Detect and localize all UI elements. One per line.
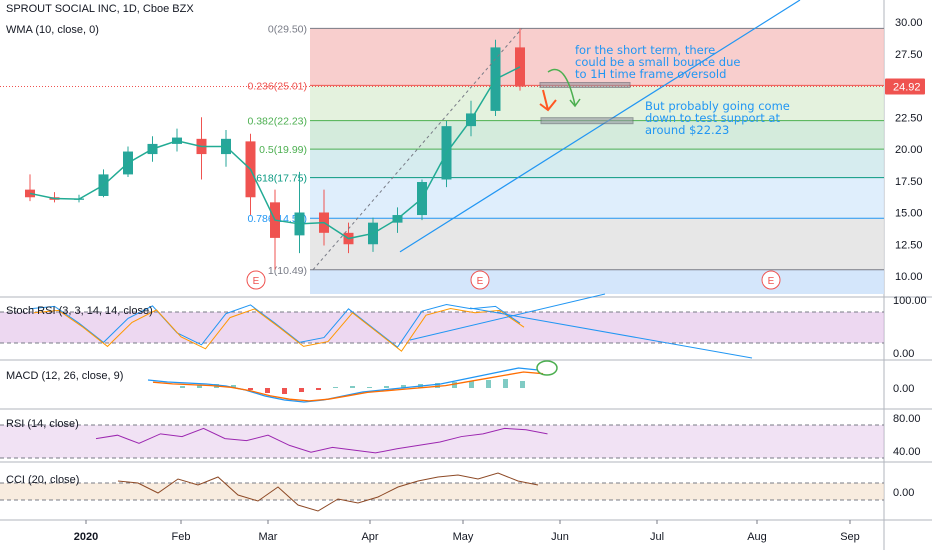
stoch-k-line	[29, 303, 521, 348]
earnings-marker-icon	[470, 270, 490, 290]
annotation-note-2: But probably going come down to test sup…	[645, 100, 790, 136]
time-axis-label: Sep	[840, 531, 860, 543]
annotation-note-1: for the short term, there could be a sma…	[575, 44, 740, 80]
macd-histogram-bar	[520, 381, 525, 388]
time-axis-label: Apr	[361, 531, 378, 543]
stoch-down-line	[469, 307, 753, 359]
macd-histogram-bar	[248, 388, 253, 390]
fib-zone-extension	[310, 269, 884, 294]
price-axis-tick: 20.00	[895, 144, 923, 156]
cci-line	[117, 472, 539, 512]
macd-histogram-bar	[180, 386, 185, 388]
time-axis-label: Mar	[259, 531, 278, 543]
macd-histogram-bar	[503, 379, 508, 388]
stoch-rsi-legend[interactable]: Stoch RSI (3, 3, 14, 14, close)	[6, 305, 153, 317]
fib-zone	[310, 149, 884, 178]
stoch-d-line	[33, 307, 525, 352]
earnings-marker-label: E	[768, 276, 775, 287]
drop-arrow	[539, 89, 557, 112]
macd-histogram-bar	[231, 385, 236, 388]
macd-histogram-bar	[452, 382, 457, 388]
stoch-band	[0, 312, 884, 343]
macd-histogram-bar	[333, 387, 338, 388]
annotation-note-1-line: to 1H time frame oversold	[575, 67, 727, 81]
price-axis-tick: 10.00	[895, 271, 923, 283]
time-axis-label: Jun	[551, 531, 569, 543]
bounce-arrow	[547, 68, 576, 106]
macd-signal-line	[152, 371, 544, 402]
earnings-marker-icon	[761, 270, 781, 290]
macd-histogram-bar	[197, 385, 202, 388]
macd-histogram-bar	[469, 381, 474, 388]
stoch-axis-tick: 100.00	[893, 295, 927, 307]
cci-axis-tick: 0.00	[893, 487, 914, 499]
fib-zone	[310, 177, 884, 219]
symbol-title[interactable]: SPROUT SOCIAL INC, 1D, Cboe BZX	[6, 3, 194, 15]
time-axis-label: Aug	[747, 531, 767, 543]
rsi-legend[interactable]: RSI (14, close)	[6, 418, 79, 430]
macd-line	[147, 367, 539, 403]
macd-axis-tick: 0.00	[893, 383, 914, 395]
macd-cross-circle	[536, 360, 558, 376]
last-price-label: 24.92	[893, 82, 921, 94]
wma-legend[interactable]: WMA (10, close, 0)	[6, 24, 99, 36]
uptrend-line	[399, 0, 801, 253]
macd-histogram-bar	[435, 383, 440, 388]
price-axis-tick: 27.50	[895, 49, 923, 61]
time-axis-label: May	[453, 531, 474, 543]
price-axis-tick: 15.00	[895, 208, 923, 220]
fib-zone	[310, 85, 884, 121]
time-axis-label: Jul	[650, 531, 664, 543]
fib-level-label: 0.236(25.01)	[247, 80, 307, 92]
earnings-marker-label: E	[253, 276, 260, 287]
last-price-badge	[885, 78, 925, 95]
annotation-note-2-line: But probably going come	[645, 99, 790, 113]
macd-histogram-bar	[367, 387, 372, 388]
fib-zone	[310, 28, 884, 86]
macd-histogram-bar	[299, 388, 304, 392]
annotation-note-2-line: down to test support at	[645, 111, 780, 125]
price-axis-tick: 30.00	[895, 17, 923, 29]
bounce-arrow-head	[569, 98, 581, 108]
macd-histogram-bar	[486, 380, 491, 388]
stoch-trend-line	[409, 293, 606, 341]
macd-histogram-bar	[282, 388, 287, 394]
time-axis-label: 2020	[74, 531, 98, 543]
earnings-marker-label: E	[477, 276, 484, 287]
macd-legend[interactable]: MACD (12, 26, close, 9)	[6, 370, 124, 382]
macd-histogram-bar	[350, 386, 355, 388]
fib-level-label: 0.618(17.75)	[247, 173, 307, 185]
time-axis-label: Feb	[172, 531, 191, 543]
fib-anchor-line	[312, 28, 523, 271]
macd-histogram-bar	[401, 385, 406, 388]
rsi-axis-tick: 80.00	[893, 413, 921, 425]
annotation-note-1-line: could be a small bounce due	[575, 55, 741, 69]
fib-level-label: 0(29.50)	[268, 23, 307, 35]
fib-zone	[310, 120, 884, 150]
price-axis-tick: 17.50	[895, 176, 923, 188]
cci-legend[interactable]: CCI (20, close)	[6, 474, 80, 486]
price-axis-tick: 12.50	[895, 239, 923, 251]
price-axis-tick: 22.50	[895, 112, 923, 124]
macd-histogram-bar	[316, 388, 321, 390]
annotation-note-1-line: for the short term, there	[575, 43, 716, 57]
rsi-axis-tick: 40.00	[893, 446, 921, 458]
fib-level-label: 1(10.49)	[268, 265, 307, 277]
bounce-zone-box	[539, 82, 631, 88]
support-zone-box	[540, 117, 634, 125]
fib-level-label: 0.5(19.99)	[259, 144, 307, 156]
annotation-note-2-line: around $22.23	[645, 123, 730, 137]
fib-zone	[310, 218, 884, 270]
wma-line	[29, 66, 521, 240]
cci-band	[0, 483, 884, 500]
stoch-axis-tick: 0.00	[893, 348, 914, 360]
macd-histogram-bar	[384, 386, 389, 388]
macd-histogram-bar	[265, 388, 270, 393]
rsi-line	[95, 427, 548, 454]
fib-level-label: 0.382(22.23)	[247, 116, 307, 128]
earnings-marker-icon	[246, 270, 266, 290]
